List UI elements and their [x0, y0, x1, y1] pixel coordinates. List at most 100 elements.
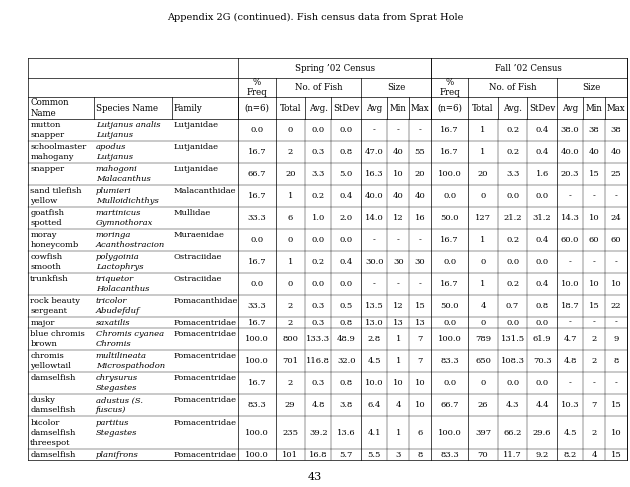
- Text: snapper: snapper: [30, 131, 64, 139]
- Text: 0.4: 0.4: [536, 148, 549, 156]
- Text: 13.5: 13.5: [365, 302, 384, 310]
- Text: 29.6: 29.6: [533, 429, 551, 437]
- Text: 0.0: 0.0: [340, 236, 353, 244]
- Text: 20: 20: [415, 170, 425, 178]
- Text: -: -: [419, 280, 421, 288]
- Text: 40: 40: [415, 192, 425, 200]
- Text: 0.3: 0.3: [312, 302, 325, 310]
- Text: 13.6: 13.6: [337, 429, 355, 437]
- Text: 0.4: 0.4: [536, 280, 549, 288]
- Text: -: -: [593, 379, 595, 387]
- Text: chromis: chromis: [30, 352, 64, 360]
- Text: 0.0: 0.0: [340, 126, 353, 134]
- Text: 50.0: 50.0: [440, 302, 459, 310]
- Text: 38.0: 38.0: [561, 126, 580, 134]
- Text: tricolor: tricolor: [96, 298, 127, 305]
- Text: 4.4: 4.4: [536, 401, 549, 409]
- Text: 40: 40: [393, 148, 404, 156]
- Text: 3: 3: [396, 450, 401, 459]
- Text: 0.0: 0.0: [536, 192, 549, 200]
- Text: 10: 10: [415, 401, 425, 409]
- Text: 47.0: 47.0: [365, 148, 384, 156]
- Text: 13: 13: [393, 318, 404, 327]
- Text: schoolmaster: schoolmaster: [30, 143, 86, 151]
- Text: 29: 29: [285, 401, 295, 409]
- Text: Total: Total: [280, 104, 301, 112]
- Text: 11.7: 11.7: [503, 450, 522, 459]
- Text: 0.7: 0.7: [506, 302, 519, 310]
- Text: 20.3: 20.3: [561, 170, 580, 178]
- Text: multilineata: multilineata: [96, 352, 147, 360]
- Text: Pomacanthidae: Pomacanthidae: [173, 298, 238, 305]
- Text: Lactophrys: Lactophrys: [96, 263, 143, 271]
- Text: 0.4: 0.4: [340, 258, 353, 266]
- Text: 10: 10: [415, 379, 425, 387]
- Text: 66.7: 66.7: [440, 401, 459, 409]
- Text: Avg.: Avg.: [309, 104, 328, 112]
- Text: 5.0: 5.0: [340, 170, 353, 178]
- Text: 66.7: 66.7: [248, 170, 266, 178]
- Text: 16.7: 16.7: [440, 236, 459, 244]
- Text: -: -: [593, 258, 595, 266]
- Text: Pomacentridae: Pomacentridae: [173, 419, 236, 427]
- Text: 108.3: 108.3: [501, 357, 525, 365]
- Text: 0.0: 0.0: [312, 280, 325, 288]
- Text: -: -: [397, 126, 400, 134]
- Text: 0.4: 0.4: [340, 192, 353, 200]
- Text: 15: 15: [589, 302, 600, 310]
- Text: Abudefduf: Abudefduf: [96, 307, 140, 315]
- Text: 0.0: 0.0: [536, 258, 549, 266]
- Text: Gymnothorax: Gymnothorax: [96, 219, 153, 227]
- Text: -: -: [397, 280, 400, 288]
- Text: 30: 30: [415, 258, 425, 266]
- Text: Avg.: Avg.: [503, 104, 522, 112]
- Text: 1.0: 1.0: [312, 214, 325, 222]
- Text: 60: 60: [610, 236, 621, 244]
- Text: 4: 4: [396, 401, 401, 409]
- Text: damselfish: damselfish: [30, 406, 76, 414]
- Text: 0.8: 0.8: [340, 379, 353, 387]
- Text: 16.7: 16.7: [440, 126, 459, 134]
- Text: 38: 38: [610, 126, 621, 134]
- Text: 0.0: 0.0: [312, 236, 325, 244]
- Text: 1: 1: [480, 126, 486, 134]
- Text: Pomacentridae: Pomacentridae: [173, 450, 236, 459]
- Text: -: -: [373, 280, 375, 288]
- Text: yellow: yellow: [30, 197, 57, 205]
- Text: moringa: moringa: [96, 231, 131, 239]
- Text: 10: 10: [393, 379, 404, 387]
- Text: sand tilefish: sand tilefish: [30, 187, 82, 195]
- Text: 1: 1: [396, 357, 401, 365]
- Text: 101: 101: [282, 450, 298, 459]
- Text: 13.0: 13.0: [365, 318, 384, 327]
- Text: 0.0: 0.0: [506, 379, 519, 387]
- Text: Family: Family: [174, 104, 203, 112]
- Text: 4.7: 4.7: [563, 335, 577, 343]
- Text: 0.0: 0.0: [443, 318, 456, 327]
- Text: mahogoni: mahogoni: [96, 165, 137, 173]
- Text: 100.0: 100.0: [245, 450, 269, 459]
- Text: 16.7: 16.7: [248, 192, 266, 200]
- Text: Stegastes: Stegastes: [96, 384, 137, 392]
- Text: 66.2: 66.2: [503, 429, 522, 437]
- Text: 2.8: 2.8: [368, 335, 381, 343]
- Text: Microspathodon: Microspathodon: [96, 362, 165, 370]
- Text: 0.0: 0.0: [536, 379, 549, 387]
- Text: 18.7: 18.7: [561, 302, 580, 310]
- Text: plumieri: plumieri: [96, 187, 131, 195]
- Text: 0.3: 0.3: [312, 379, 325, 387]
- Text: 100.0: 100.0: [245, 335, 269, 343]
- Text: 100.0: 100.0: [438, 170, 462, 178]
- Text: 16.7: 16.7: [248, 318, 266, 327]
- Text: rock beauty: rock beauty: [30, 298, 80, 305]
- Text: 0.3: 0.3: [312, 318, 325, 327]
- Text: 0.0: 0.0: [506, 192, 519, 200]
- Text: planifrons: planifrons: [96, 450, 139, 459]
- Text: Total: Total: [472, 104, 494, 112]
- Text: Lutjanus: Lutjanus: [96, 153, 133, 161]
- Text: Stegastes: Stegastes: [96, 429, 137, 437]
- Text: 0.2: 0.2: [312, 258, 325, 266]
- Text: 2: 2: [288, 318, 293, 327]
- Text: 61.9: 61.9: [533, 335, 551, 343]
- Text: 1.6: 1.6: [536, 170, 549, 178]
